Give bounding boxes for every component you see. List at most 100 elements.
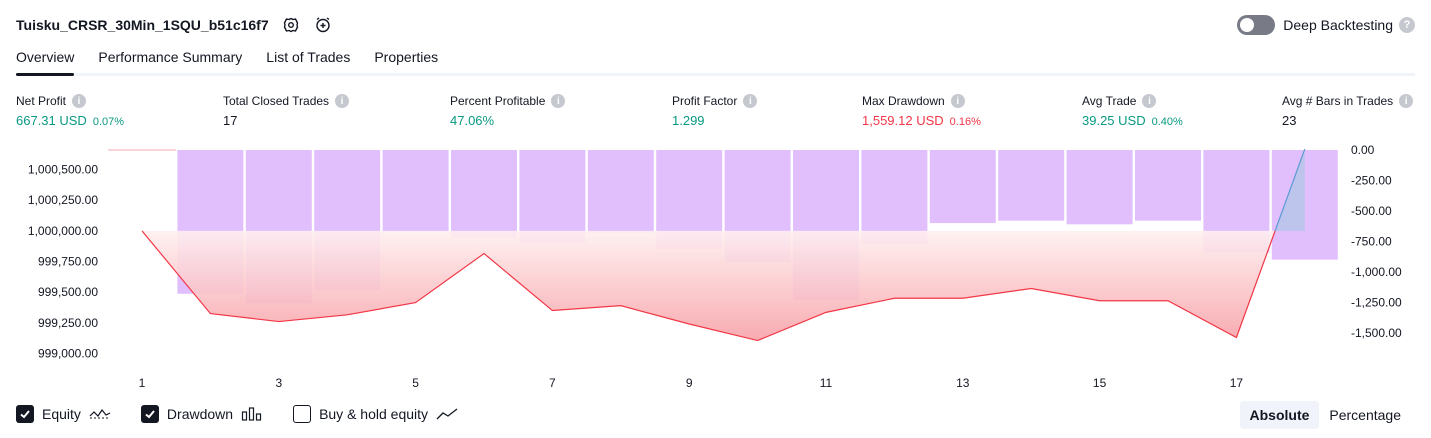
drawdown-bar (382, 150, 449, 232)
x-tick-label: 17 (1230, 376, 1244, 390)
tabs-divider (16, 73, 1415, 76)
metric-profit-factor: Profit Factor i 1.299 (672, 93, 758, 129)
equity-wave-icon (89, 406, 111, 422)
help-icon[interactable]: ? (1399, 17, 1415, 33)
metric-percent: 0.40% (1151, 116, 1183, 128)
drawdown-bar (451, 150, 517, 238)
percentage-mode-button[interactable]: Percentage (1329, 407, 1401, 423)
drawdown-bar (587, 150, 654, 233)
chart-legend: Equity Drawdown Buy & hold equity (16, 403, 488, 425)
metric-max-drawdown: Max Drawdown i 1,559.12 USD 0.16% (862, 93, 981, 129)
drawdown-y-tick-label: -1,250.00 (1351, 295, 1402, 309)
buy-hold-line-icon (436, 406, 458, 422)
equity-drawdown-chart[interactable]: 1,000,500.00 1,000,250.00 1,000,000.00 999,… (0, 140, 1431, 398)
metric-percent: 0.07% (92, 116, 125, 128)
drawdown-bar (998, 150, 1065, 221)
x-tick-label: 15 (1093, 376, 1107, 390)
x-tick-label: 5 (412, 376, 419, 390)
legend-buy-hold[interactable]: Buy & hold equity (293, 405, 458, 423)
equity-y-tick-label: 1,000,000.00 (28, 224, 98, 238)
metric-value: 23 (1282, 113, 1297, 128)
drawdown-checkbox[interactable] (140, 405, 159, 423)
equity-line-positive (1274, 148, 1306, 232)
info-icon[interactable]: i (950, 94, 965, 108)
strategy-header: Tuisku_CRSR_30Min_1SQU_b51c16f7 (16, 13, 333, 37)
metric-label: Net Profit (16, 94, 67, 108)
strategy-title: Tuisku_CRSR_30Min_1SQU_b51c16f7 (16, 17, 269, 33)
drawdown-bar (1135, 150, 1201, 221)
info-icon[interactable]: i (335, 94, 350, 108)
drawdown-bar (861, 150, 928, 244)
metric-percent-profitable: Percent Profitable i 47.06% (450, 93, 566, 129)
drawdown-y-tick-label: -750.00 (1351, 234, 1392, 248)
metric-value: 1,559.12 USD (862, 113, 944, 128)
x-tick-label: 1 (139, 376, 146, 390)
drawdown-y-tick-label: 0.00 (1351, 143, 1375, 157)
legend-drawdown[interactable]: Drawdown (140, 405, 263, 423)
metric-avg-bars-in-trades: Avg # Bars in Trades i 23 (1282, 93, 1414, 129)
drawdown-y-tick-label: -500.00 (1351, 204, 1392, 218)
equity-checkbox[interactable] (16, 405, 34, 423)
tab-overview[interactable]: Overview (16, 46, 75, 76)
drawdown-bar (1066, 150, 1133, 225)
legend-label: Buy & hold equity (319, 406, 429, 422)
drawdown-y-tick-label: -250.00 (1351, 173, 1392, 187)
add-alert-icon[interactable] (313, 15, 333, 35)
display-mode-switch: Absolute Percentage (1239, 401, 1412, 429)
metric-label: Profit Factor (672, 94, 738, 108)
legend-equity[interactable]: Equity (16, 405, 111, 423)
metric-avg-trade: Avg Trade i 39.25 USD 0.40% (1082, 93, 1183, 129)
metric-net-profit: Net Profit i 667.31 USD 0.07% (16, 93, 124, 129)
equity-loss-area (142, 230, 1276, 341)
metrics-row: Net Profit i 667.31 USD 0.07% Total Closed… (0, 93, 1431, 133)
metric-label: Avg Trade (1082, 94, 1137, 108)
deep-backtesting: Deep Backtesting ? (1237, 13, 1415, 37)
equity-line (141, 230, 1276, 342)
legend-label: Drawdown (166, 406, 234, 422)
deep-backtesting-toggle[interactable] (1237, 15, 1276, 35)
metric-value: 667.31 USD (16, 113, 87, 128)
drawdown-bars-icon (241, 406, 263, 422)
equity-gain-area (1275, 149, 1305, 231)
equity-y-tick-label: 1,000,500.00 (28, 163, 98, 177)
x-tick-label: 7 (549, 376, 556, 390)
info-icon[interactable]: i (551, 94, 566, 108)
tab-properties[interactable]: Properties (374, 49, 439, 65)
metric-value: 39.25 USD (1082, 113, 1146, 128)
equity-y-tick-label: 999,250.00 (38, 316, 98, 330)
tab-list-of-trades[interactable]: List of Trades (266, 49, 351, 65)
drawdown-bar (519, 150, 586, 244)
metric-percent: 0.16% (949, 116, 981, 128)
info-icon[interactable]: i (743, 94, 758, 108)
equity-y-tick-label: 999,750.00 (38, 255, 98, 269)
drawdown-y-tick-label: -1,500.00 (1351, 326, 1402, 340)
info-icon[interactable]: i (1399, 94, 1414, 108)
tab-bar: Overview Performance Summary List of Tra… (16, 46, 462, 76)
x-tick-label: 3 (275, 376, 282, 390)
info-icon[interactable]: i (1142, 94, 1157, 108)
tab-performance-summary[interactable]: Performance Summary (98, 49, 243, 65)
metric-label: Percent Profitable (450, 94, 546, 108)
metric-label: Max Drawdown (862, 94, 945, 108)
equity-y-tick-label: 999,500.00 (38, 285, 98, 299)
drawdown-y-tick-label: -1,000.00 (1351, 265, 1402, 279)
x-tick-label: 13 (956, 376, 970, 390)
metric-value: 1.299 (672, 113, 705, 128)
buy-hold-checkbox[interactable] (293, 405, 312, 423)
metric-label: Avg # Bars in Trades (1282, 94, 1394, 108)
info-icon[interactable]: i (72, 94, 87, 108)
equity-y-tick-label: 999,000.00 (38, 346, 98, 360)
deep-backtesting-label: Deep Backtesting (1283, 17, 1393, 33)
metric-label: Total Closed Trades (223, 94, 330, 108)
absolute-mode-button[interactable]: Absolute (1239, 401, 1320, 429)
legend-label: Equity (42, 406, 81, 422)
equity-y-tick-label: 1,000,250.00 (28, 193, 98, 207)
settings-gear-icon[interactable] (281, 15, 301, 35)
drawdown-bar (929, 150, 996, 224)
metric-value: 17 (223, 113, 238, 128)
toggle-knob (1240, 18, 1255, 32)
metric-value: 47.06% (450, 113, 495, 128)
x-tick-label: 9 (686, 376, 693, 390)
metric-total-closed-trades: Total Closed Trades i 17 (223, 93, 350, 129)
x-tick-label: 11 (820, 376, 833, 390)
